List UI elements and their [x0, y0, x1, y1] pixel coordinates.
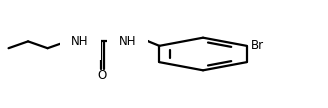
Text: NH: NH — [119, 35, 136, 48]
Text: O: O — [98, 69, 107, 82]
Text: Br: Br — [251, 39, 264, 52]
Text: NH: NH — [72, 35, 89, 48]
